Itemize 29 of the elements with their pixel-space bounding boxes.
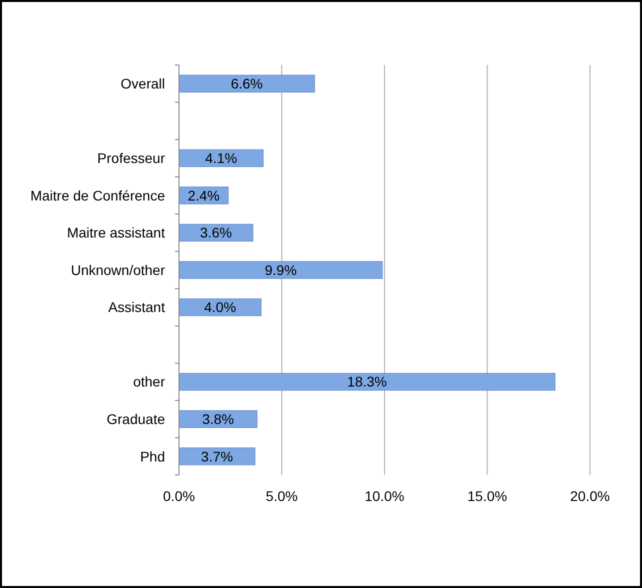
data-label: 3.7% (201, 448, 233, 464)
bar (178, 261, 383, 279)
y-tick-label: Phd (140, 448, 165, 464)
bar (178, 410, 258, 428)
y-tick-label: Assistant (108, 299, 166, 316)
y-tick-label: Professeur (97, 150, 166, 166)
x-tick-label: 20.0% (570, 488, 610, 504)
data-label: 4.0% (204, 299, 236, 316)
data-label: 9.9% (264, 262, 297, 278)
bar (178, 372, 556, 391)
x-tick-label: 15.0% (467, 488, 508, 504)
data-label: 2.4% (188, 187, 220, 204)
y-tick-label: Overall (120, 76, 165, 92)
x-tick-label: 0.0% (163, 488, 195, 504)
data-label: 6.6% (230, 76, 263, 92)
x-tick-label: 10.0% (364, 488, 404, 504)
bar (178, 149, 264, 168)
data-label: 18.3% (347, 374, 387, 390)
y-tick-label: Maitre assistant (66, 224, 166, 241)
bar (178, 448, 256, 466)
y-tick-label: Graduate (106, 410, 166, 427)
x-tick-label: 5.0% (266, 488, 298, 504)
data-label: 3.8% (202, 410, 234, 427)
y-tick-label: Unknown/other (70, 262, 166, 278)
y-tick-label: Maitre de Conférence (30, 187, 166, 204)
y-tick-label: other (133, 374, 166, 390)
data-label: 4.1% (205, 150, 238, 166)
bar (178, 74, 315, 92)
data-label: 3.6% (200, 224, 232, 241)
